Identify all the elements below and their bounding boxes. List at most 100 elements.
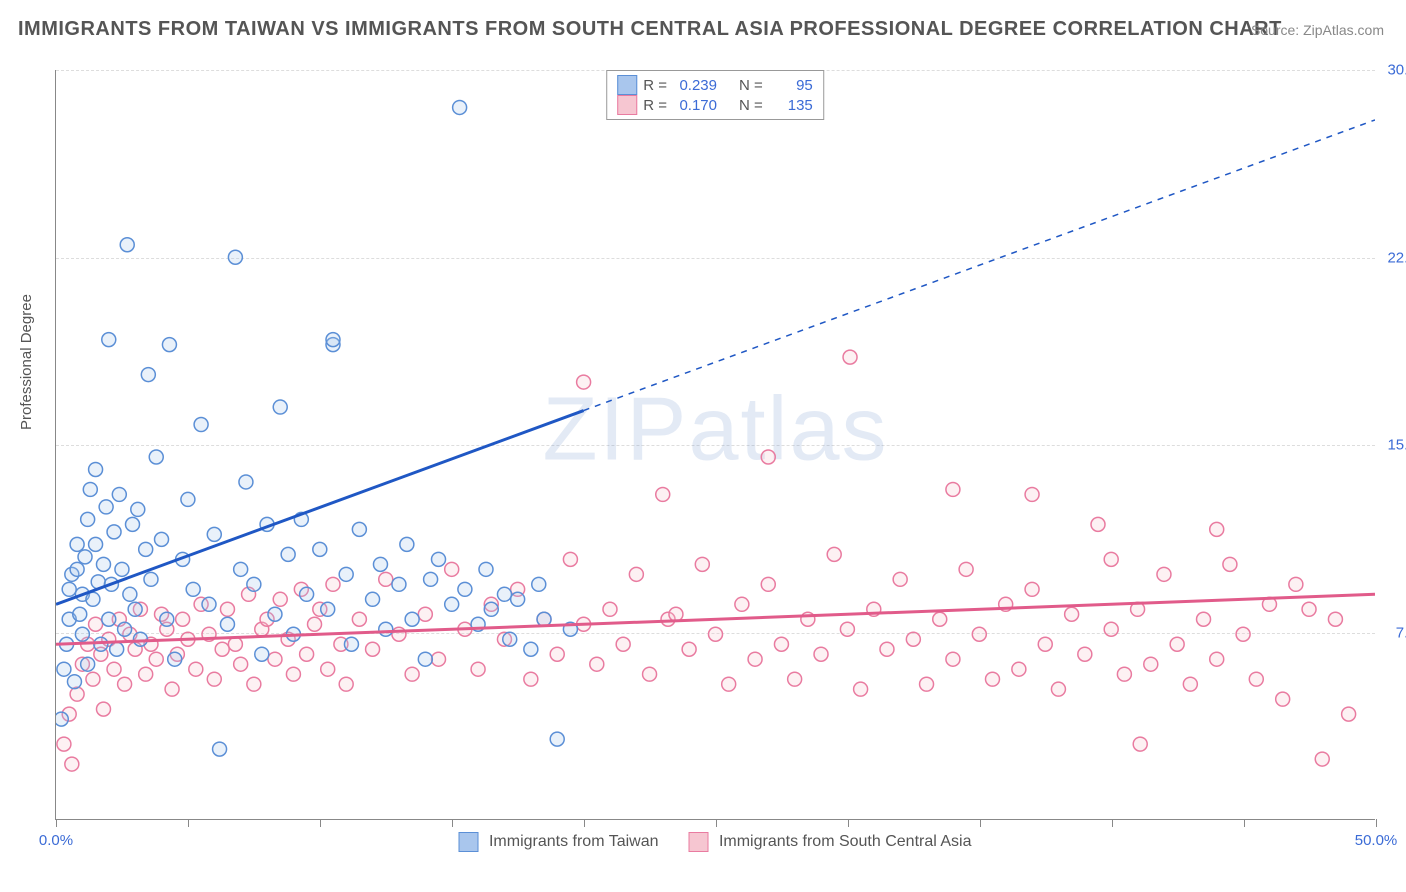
data-point: [160, 612, 174, 626]
data-point: [524, 672, 538, 686]
data-point: [189, 662, 203, 676]
data-point: [128, 602, 142, 616]
x-tick: [452, 819, 453, 827]
legend-n-value: 135: [769, 97, 813, 114]
data-point: [273, 400, 287, 414]
legend-n-label: N =: [739, 97, 763, 114]
y-tick-label: 30.0%: [1380, 62, 1406, 79]
data-point: [107, 662, 121, 676]
data-point: [326, 333, 340, 347]
data-point: [81, 512, 95, 526]
data-point: [339, 677, 353, 691]
legend-stats: R = 0.239 N = 95 R = 0.170 N = 135: [606, 70, 824, 120]
x-tick-label: 0.0%: [39, 832, 73, 849]
data-point: [213, 742, 227, 756]
data-point: [70, 562, 84, 576]
data-point: [682, 642, 696, 656]
data-point: [379, 572, 393, 586]
data-point: [577, 375, 591, 389]
data-point: [893, 572, 907, 586]
data-point: [827, 547, 841, 561]
data-point: [1302, 602, 1316, 616]
x-tick: [584, 819, 585, 827]
data-point: [1210, 652, 1224, 666]
data-point: [247, 677, 261, 691]
data-point: [445, 562, 459, 576]
data-point: [207, 527, 221, 541]
data-point: [118, 622, 132, 636]
data-point: [761, 450, 775, 464]
data-point: [1038, 637, 1052, 651]
data-point: [563, 552, 577, 566]
data-point: [550, 732, 564, 746]
x-tick-label: 50.0%: [1355, 832, 1398, 849]
data-point: [102, 612, 116, 626]
y-tick-label: 22.5%: [1380, 249, 1406, 266]
legend-swatch-pink: [688, 832, 708, 852]
legend-swatch-blue: [617, 75, 637, 95]
legend-stats-row: R = 0.170 N = 135: [617, 95, 813, 115]
data-point: [99, 500, 113, 514]
data-point: [1025, 487, 1039, 501]
data-point: [629, 567, 643, 581]
data-point: [70, 687, 84, 701]
data-point: [1289, 577, 1303, 591]
data-point: [144, 572, 158, 586]
legend-label: Immigrants from South Central Asia: [719, 833, 972, 850]
data-point: [432, 552, 446, 566]
data-point: [120, 238, 134, 252]
data-point: [946, 652, 960, 666]
data-point: [65, 757, 79, 771]
data-point: [96, 702, 110, 716]
data-point: [220, 617, 234, 631]
data-point: [946, 482, 960, 496]
data-point: [67, 675, 81, 689]
data-point: [1051, 682, 1065, 696]
data-point: [1133, 737, 1147, 751]
data-point: [603, 602, 617, 616]
data-point: [194, 418, 208, 432]
data-point: [656, 487, 670, 501]
trend-line-dashed: [584, 120, 1375, 411]
x-tick: [56, 819, 57, 827]
data-point: [550, 647, 564, 661]
data-point: [424, 572, 438, 586]
legend-swatch-blue: [459, 832, 479, 852]
data-point: [352, 522, 366, 536]
data-point: [118, 677, 132, 691]
data-point: [339, 567, 353, 581]
data-point: [78, 550, 92, 564]
data-point: [94, 637, 108, 651]
data-point: [281, 547, 295, 561]
data-point: [432, 652, 446, 666]
data-point: [497, 587, 511, 601]
data-point: [532, 577, 546, 591]
data-point: [115, 562, 129, 576]
x-tick: [1376, 819, 1377, 827]
data-point: [155, 532, 169, 546]
x-tick: [1244, 819, 1245, 827]
data-point: [453, 100, 467, 114]
data-point: [479, 562, 493, 576]
plot-region: ZIPatlas 7.5%15.0%22.5%30.0%0.0%50.0%: [55, 70, 1375, 820]
x-tick: [980, 819, 981, 827]
data-point: [1223, 557, 1237, 571]
data-point: [1078, 647, 1092, 661]
legend-series: Immigrants from Taiwan Immigrants from S…: [459, 832, 972, 852]
data-point: [273, 592, 287, 606]
data-point: [86, 672, 100, 686]
data-point: [255, 647, 269, 661]
legend-r-label: R =: [643, 97, 667, 114]
data-point: [81, 657, 95, 671]
data-point: [268, 652, 282, 666]
data-point: [1091, 517, 1105, 531]
data-point: [405, 612, 419, 626]
y-tick-label: 7.5%: [1380, 624, 1406, 641]
data-point: [1065, 607, 1079, 621]
data-point: [62, 582, 76, 596]
legend-n-label: N =: [739, 77, 763, 94]
data-point: [854, 682, 868, 696]
data-point: [75, 627, 89, 641]
data-point: [1104, 552, 1118, 566]
data-point: [366, 642, 380, 656]
